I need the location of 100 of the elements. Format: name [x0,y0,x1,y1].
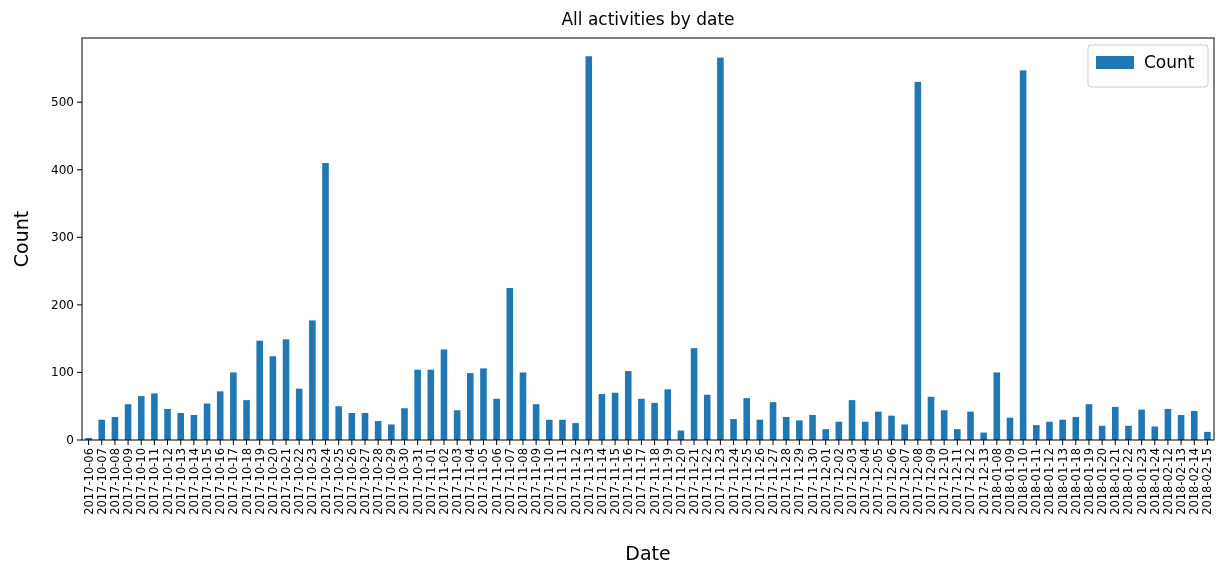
x-tick-label: 2018-01-12 [1042,448,1057,515]
bar [1111,406,1119,440]
x-tick-label: 2018-01-23 [1134,448,1149,515]
x-tick-label: 2017-11-08 [515,448,530,515]
bar [901,424,908,440]
x-tick-label: 2017-11-20 [673,448,688,515]
x-tick-label: 2017-11-30 [805,448,820,515]
bar [1125,425,1132,440]
bar [151,393,158,440]
x-tick-label: 2017-10-10 [134,448,149,515]
legend-label: Count [1144,52,1195,72]
bar [624,371,632,440]
bar [993,372,1001,440]
x-tick-label: 2017-11-21 [687,448,702,515]
bar [467,373,474,440]
x-tick-label: 2017-10-25 [331,448,346,515]
bar [98,419,106,440]
bar [875,411,882,440]
x-tick-label: 2018-01-08 [989,448,1004,515]
x-tick-label: 2018-01-09 [1002,448,1017,515]
bar [572,423,579,440]
bar [822,429,829,440]
bar [651,402,658,440]
x-tick-label: 2017-10-07 [94,448,109,515]
x-tick-label: 2017-10-18 [239,448,254,515]
x-tick-label: 2017-10-31 [410,448,425,515]
x-tick-label: 2017-10-28 [371,448,386,515]
bar [1059,419,1066,440]
x-tick-label: 2017-11-17 [634,448,649,515]
x-tick-label: 2017-11-10 [542,448,557,515]
x-tick-label: 2018-02-12 [1160,448,1175,515]
x-tick-label: 2017-11-16 [621,448,636,515]
x-tick-label: 2017-10-21 [279,448,294,515]
bar [216,391,224,440]
x-tick-label: 2017-10-17 [226,448,241,515]
bar [427,369,435,440]
x-tick-label: 2017-10-16 [213,448,228,515]
bar [269,356,277,440]
bar [717,57,724,440]
x-tick-label: 2017-12-08 [910,448,925,515]
bar [743,398,751,440]
bar [256,340,263,440]
x-tick-label: 2018-01-19 [1081,448,1096,515]
x-tick-label: 2018-01-13 [1055,448,1070,515]
x-tick-label: 2017-11-11 [555,448,570,515]
bar [243,400,250,440]
x-tick-label: 2017-12-09 [924,448,938,515]
bar [401,408,408,440]
x-tick-label: 2017-12-11 [950,448,965,515]
x-tick-label: 2017-11-14 [594,448,609,515]
x-tick-label: 2017-10-13 [173,448,188,515]
x-tick-label: 2017-10-14 [186,448,201,515]
x-tick-label: 2017-11-27 [766,448,781,515]
bar [954,429,961,440]
x-tick-label: 2017-10-29 [384,448,399,515]
bar [1046,421,1053,440]
bar [309,320,316,440]
bar [480,368,487,440]
bar [230,372,237,440]
x-tick-label: 2018-01-10 [1016,448,1031,515]
x-tick-label: 2018-02-14 [1187,448,1202,515]
x-tick-label: 2018-01-24 [1147,448,1162,515]
chart-title: All activities by date [561,9,735,29]
bar [414,369,421,440]
x-tick-label: 2017-12-06 [884,448,899,515]
bar [177,412,185,440]
x-tick-label: 2017-11-13 [581,448,596,515]
x-tick-label: 2017-10-09 [121,448,136,515]
bar [506,287,514,440]
x-tick-label: 2017-10-19 [252,448,267,515]
bar [388,424,395,440]
bar [914,81,922,440]
x-tick-label: 2017-10-20 [265,448,280,515]
bar [322,162,329,440]
x-tick-label: 2017-10-24 [318,448,333,515]
x-tick-label: 2017-11-02 [436,448,451,515]
bar [137,396,145,440]
bar [1190,410,1198,440]
x-tick-label: 2017-11-05 [476,448,491,515]
bar [545,419,553,440]
x-tick-label: 2017-10-06 [81,448,96,515]
bar [1019,70,1027,440]
bar [690,348,698,440]
x-tick-label: 2017-11-25 [739,448,754,515]
x-tick-label: 2017-12-12 [963,448,978,515]
bar [888,415,895,440]
x-tick-label: 2017-11-12 [568,448,583,515]
bar [809,415,816,440]
y-tick-label: 0 [66,433,74,447]
x-tick-label: 2018-02-15 [1200,448,1215,515]
x-tick-label: 2017-10-22 [292,448,307,515]
x-tick-label: 2018-01-18 [1068,448,1083,515]
y-tick-label: 100 [51,365,74,380]
x-tick-label: 2017-12-07 [897,448,912,515]
x-tick-label: 2017-12-05 [871,448,886,515]
x-tick-label: 2017-11-19 [660,448,675,515]
x-tick-label: 2017-12-03 [845,448,860,515]
bar [967,411,974,440]
x-tick-label: 2018-01-11 [1029,448,1044,515]
bar [335,406,342,440]
